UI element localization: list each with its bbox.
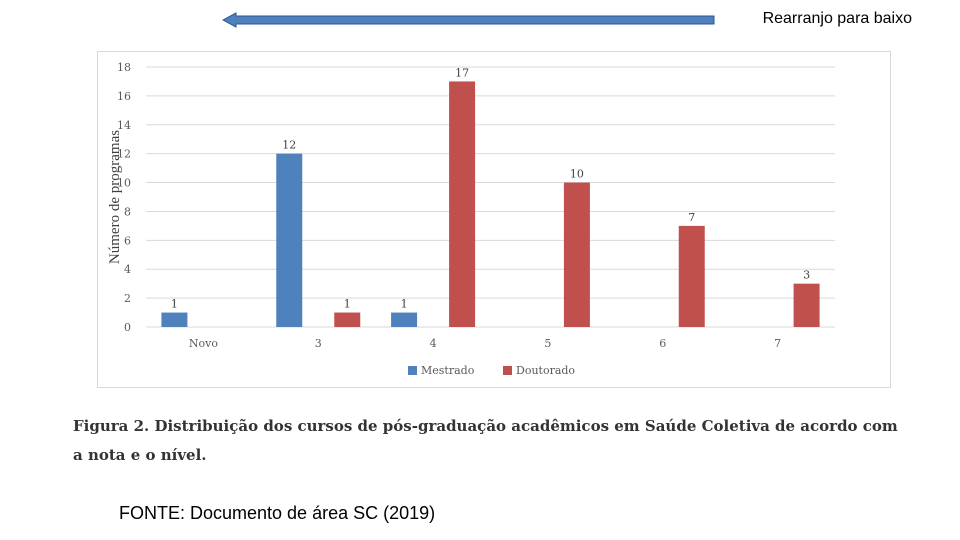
data-label: 3 [803,269,810,282]
caption-line-1: Figura 2. Distribuição dos cursos de pós… [73,417,898,435]
source-note: FONTE: Documento de área SC (2019) [119,503,436,523]
data-label: 1 [344,298,351,311]
bar-doutorado-6 [678,225,705,327]
y-tick-label: 0 [124,321,131,334]
y-axis-title: Número de programas [107,130,123,264]
gridlines [146,66,835,328]
bar-doutorado-5 [563,182,590,327]
x-tick-label: 7 [774,337,781,350]
data-label: 17 [455,66,469,79]
chart-frame: 0 2 4 6 8 10 12 14 16 18 Número de programas 1 12 1… [97,51,891,388]
y-tick-label: 8 [124,205,131,218]
bar-mestrado-3 [276,153,303,327]
rearrange-label: Rearranjo para baixo [762,10,912,27]
y-tick-label: 14 [117,119,131,132]
y-tick-label: 6 [124,234,131,247]
data-label: 7 [688,211,695,224]
legend: Mestrado Doutorado [408,364,575,377]
legend-swatch-mestrado [408,366,417,375]
y-axis-ticks: 0 2 4 6 8 10 12 14 16 18 [117,61,131,334]
x-tick-label: 5 [544,337,551,350]
x-axis-ticks: Novo 3 4 5 6 7 [189,337,781,350]
bar-mestrado-4 [391,312,418,327]
data-label: 10 [570,168,584,181]
x-tick-label: Novo [189,337,218,350]
x-tick-label: 3 [315,337,322,350]
data-label: 12 [282,139,296,152]
bar-mestrado-novo [161,312,188,327]
legend-label-doutorado: Doutorado [516,364,575,377]
data-label: 1 [171,298,178,311]
legend-label-mestrado: Mestrado [421,364,475,377]
bar-doutorado-7 [793,283,820,327]
bar-doutorado-4 [449,81,476,327]
bars [161,81,820,327]
caption-line-2: a nota e o nível. [73,446,207,464]
data-labels: 1 12 1 1 17 10 7 3 [171,66,810,310]
figure-caption: Figura 2. Distribuição dos cursos de pós… [73,412,933,470]
y-tick-label: 12 [117,148,131,161]
legend-swatch-doutorado [503,366,512,375]
left-arrow-icon [222,12,715,28]
y-tick-label: 18 [117,61,131,74]
x-tick-label: 6 [659,337,666,350]
y-tick-label: 16 [117,90,131,103]
y-tick-label: 10 [117,177,131,190]
data-label: 1 [401,298,408,311]
x-tick-label: 4 [430,337,437,350]
bar-doutorado-3 [334,312,361,327]
y-tick-label: 2 [124,292,131,305]
y-tick-label: 4 [124,263,131,276]
